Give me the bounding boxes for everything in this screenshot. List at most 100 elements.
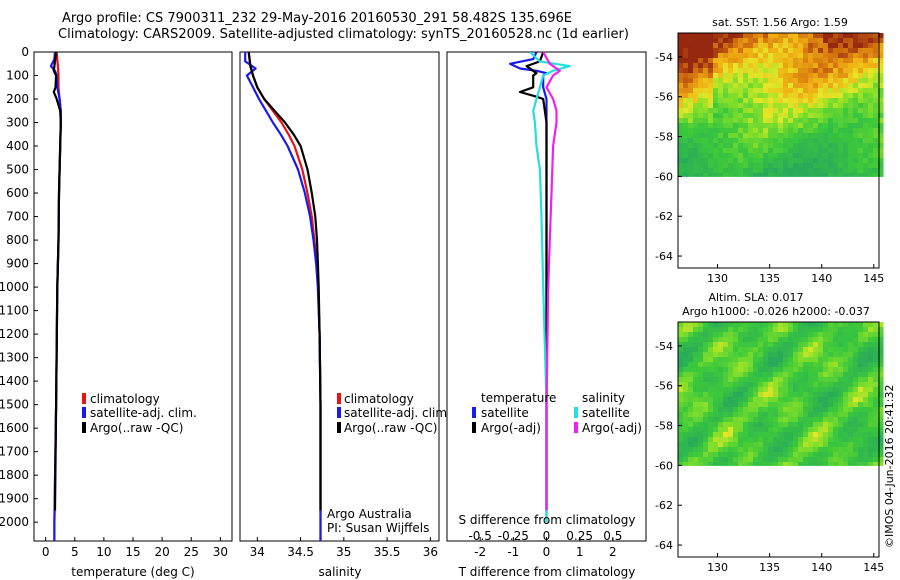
heatmap-cell	[843, 462, 849, 466]
heatmap-cell	[833, 382, 839, 388]
heatmap-cell	[758, 173, 764, 177]
heatmap-cell	[843, 33, 849, 39]
heatmap-cell	[773, 33, 779, 39]
heatmap-cell	[808, 83, 814, 89]
heatmap-cell	[818, 143, 824, 149]
heatmap-cell	[788, 58, 794, 64]
heatmap-cell	[743, 402, 749, 408]
heatmap-cell	[873, 357, 879, 363]
heatmap-cell	[863, 402, 869, 408]
heatmap-cell	[833, 437, 839, 443]
heatmap-cell	[793, 402, 799, 408]
heatmap-cell	[828, 377, 834, 383]
heatmap-cell	[698, 68, 704, 74]
heatmap-cell	[833, 63, 839, 69]
heatmap-cell	[713, 33, 719, 39]
heatmap-cell	[718, 452, 724, 458]
heatmap-cell	[678, 123, 684, 129]
heatmap-cell	[798, 173, 804, 177]
heatmap-cell	[688, 367, 694, 373]
heatmap-cell	[818, 93, 824, 99]
heatmap-cell	[878, 327, 884, 333]
heatmap-cell	[713, 98, 719, 104]
heatmap-cell	[693, 108, 699, 114]
heatmap-cell	[708, 452, 714, 458]
heatmap-cell	[833, 447, 839, 453]
heatmap-cell	[773, 73, 779, 79]
heatmap-cell	[728, 412, 734, 418]
heatmap-cell	[703, 78, 709, 84]
heatmap-cell	[823, 367, 829, 373]
heatmap-cell	[763, 332, 769, 338]
heatmap-cell	[688, 422, 694, 428]
heatmap-cell	[808, 367, 814, 373]
heatmap-cell	[858, 352, 864, 358]
heatmap-cell	[868, 98, 874, 104]
heatmap-cell	[803, 163, 809, 169]
heatmap-cell	[723, 73, 729, 79]
heatmap-cell	[693, 372, 699, 378]
heatmap-cell	[733, 397, 739, 403]
heatmap-cell	[808, 382, 814, 388]
heatmap-cell	[688, 143, 694, 149]
heatmap-cell	[783, 133, 789, 139]
heatmap-cell	[813, 382, 819, 388]
heatmap-cell	[848, 143, 854, 149]
heatmap-cell	[733, 372, 739, 378]
heatmap-cell	[693, 43, 699, 49]
heatmap-cell	[693, 457, 699, 463]
heatmap-cell	[728, 33, 734, 39]
heatmap-cell	[773, 48, 779, 54]
heatmap-cell	[828, 138, 834, 144]
heatmap-cell	[853, 93, 859, 99]
heatmap-cell	[798, 43, 804, 49]
heatmap-cell	[868, 128, 874, 134]
heatmap-cell	[868, 58, 874, 64]
difference-legend: temperature satellite Argo(-adj) salinit…	[472, 391, 642, 435]
heatmap-cell	[693, 83, 699, 89]
heatmap-cell	[863, 153, 869, 159]
heatmap-cell	[823, 382, 829, 388]
x-tick-label: 34.5	[287, 545, 314, 559]
heatmap-cell	[878, 83, 884, 89]
heatmap-cell	[863, 33, 869, 39]
heatmap-cell	[868, 392, 874, 398]
heatmap-cell	[763, 43, 769, 49]
heatmap-cell	[783, 33, 789, 39]
sla-map-y-ticks: -54-56-58-60-62-64	[655, 340, 682, 552]
heatmap-cell	[808, 123, 814, 129]
heatmap-cell	[733, 342, 739, 348]
heatmap-cell	[703, 133, 709, 139]
heatmap-cell	[833, 123, 839, 129]
annotation-argo-australia: Argo Australia	[327, 507, 412, 521]
heatmap-cell	[783, 73, 789, 79]
heatmap-cell	[808, 377, 814, 383]
heatmap-cell	[858, 397, 864, 403]
heatmap-cell	[753, 422, 759, 428]
heatmap-cell	[713, 73, 719, 79]
heatmap-cell	[753, 93, 759, 99]
heatmap-cell	[763, 397, 769, 403]
heatmap-cell	[873, 367, 879, 373]
heatmap-cell	[728, 103, 734, 109]
heatmap-cell	[758, 143, 764, 149]
heatmap-cell	[788, 68, 794, 74]
temperature-profile-panel: 0100200300400500600700800900100011001200…	[0, 45, 451, 579]
heatmap-cell	[868, 347, 874, 353]
heatmap-cell	[813, 163, 819, 169]
heatmap-cell	[783, 158, 789, 164]
heatmap-cell	[733, 168, 739, 174]
heatmap-cell	[808, 78, 814, 84]
heatmap-cell	[823, 73, 829, 79]
legend-swatch-salinity-argo	[574, 422, 578, 433]
heatmap-cell	[838, 88, 844, 94]
heatmap-cell	[763, 322, 769, 328]
heatmap-cell	[723, 93, 729, 99]
heatmap-cell	[823, 457, 829, 463]
heatmap-cell	[823, 133, 829, 139]
heatmap-cell	[773, 88, 779, 94]
heatmap-cell	[828, 412, 834, 418]
heatmap-cell	[768, 397, 774, 403]
heatmap-cell	[678, 427, 684, 433]
heatmap-cell	[778, 38, 784, 44]
